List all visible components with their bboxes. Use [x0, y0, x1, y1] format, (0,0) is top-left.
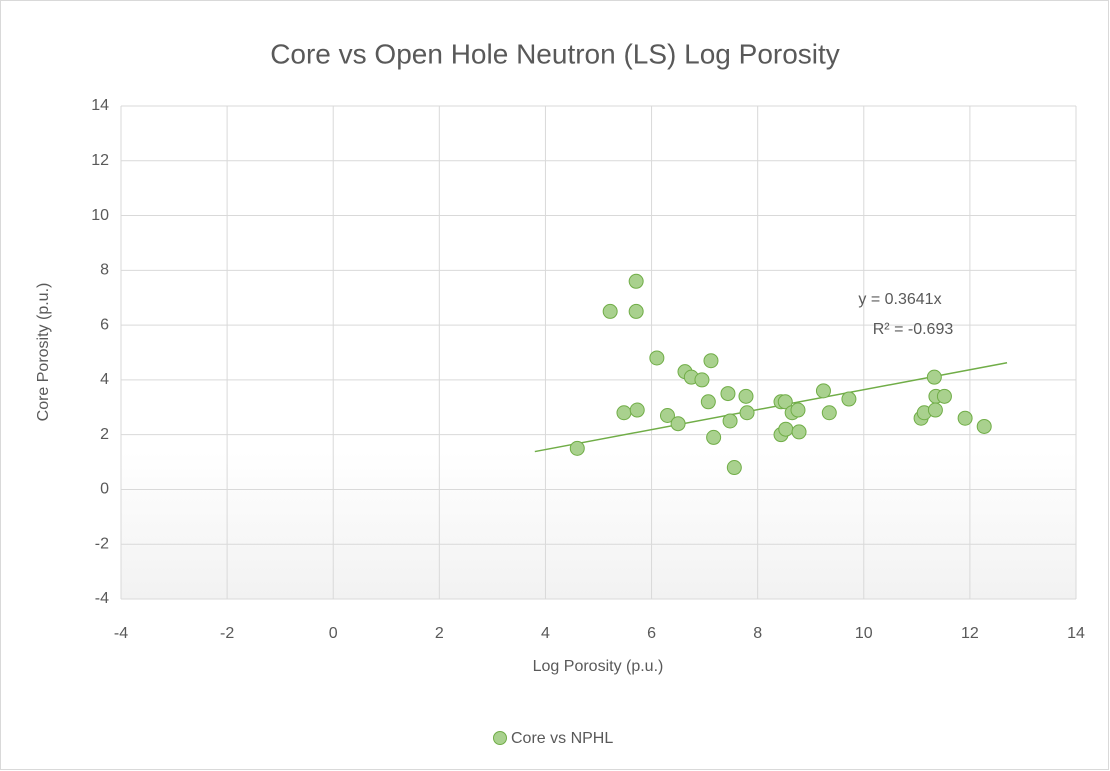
data-point: [659, 407, 675, 423]
data-point: [927, 402, 943, 418]
y-tick-label: 6: [100, 316, 109, 333]
x-tick-label: 2: [435, 625, 444, 642]
data-point: [821, 405, 837, 421]
data-point: [739, 405, 755, 421]
data-point: [777, 394, 793, 410]
data-point: [649, 350, 665, 366]
data-point: [726, 460, 742, 476]
trendline-equation: y = 0.3641x: [858, 291, 941, 308]
y-axis-label: Core Porosity (p.u.): [35, 283, 52, 422]
data-point: [706, 429, 722, 445]
y-tick-label: -4: [95, 590, 109, 607]
y-tick-label: 0: [100, 481, 109, 498]
legend-label: Core vs NPHL: [511, 730, 613, 747]
chart-title: Core vs Open Hole Neutron (LS) Log Poros…: [270, 38, 840, 69]
data-point: [790, 402, 806, 418]
data-point: [957, 410, 973, 426]
data-point: [926, 369, 942, 385]
legend-marker: [493, 731, 507, 745]
y-tick-label: 2: [100, 426, 109, 443]
data-point: [628, 273, 644, 289]
data-point: [670, 416, 686, 432]
data-point: [602, 303, 618, 319]
data-point: [976, 418, 992, 434]
x-tick-label: 14: [1067, 625, 1085, 642]
plot-area: [121, 106, 1076, 599]
y-tick-label: -2: [95, 535, 109, 552]
data-point: [720, 386, 736, 402]
data-point: [694, 372, 710, 388]
data-point: [569, 440, 585, 456]
y-tick-label: 10: [91, 207, 109, 224]
y-tick-label: 14: [91, 97, 109, 114]
data-point: [791, 424, 807, 440]
x-tick-label: 12: [961, 625, 979, 642]
data-point: [815, 383, 831, 399]
x-tick-label: 10: [855, 625, 873, 642]
data-point: [700, 394, 716, 410]
trendline-r-squared: R² = -0.693: [873, 321, 954, 338]
x-tick-label: 6: [647, 625, 656, 642]
data-point: [616, 405, 632, 421]
data-point: [722, 413, 738, 429]
data-point: [629, 402, 645, 418]
data-point: [628, 303, 644, 319]
data-point: [936, 388, 952, 404]
x-tick-label: 4: [541, 625, 550, 642]
x-tick-label: 0: [329, 625, 338, 642]
data-point: [778, 421, 794, 437]
data-point: [703, 353, 719, 369]
data-point: [738, 388, 754, 404]
y-tick-label: 4: [100, 371, 109, 388]
y-tick-label: 12: [91, 152, 109, 169]
data-point: [841, 391, 857, 407]
x-tick-label: -4: [114, 625, 128, 642]
y-tick-label: 8: [100, 262, 109, 279]
x-axis-label: Log Porosity (p.u.): [533, 658, 664, 675]
x-tick-label: 8: [753, 625, 762, 642]
x-tick-label: -2: [220, 625, 234, 642]
